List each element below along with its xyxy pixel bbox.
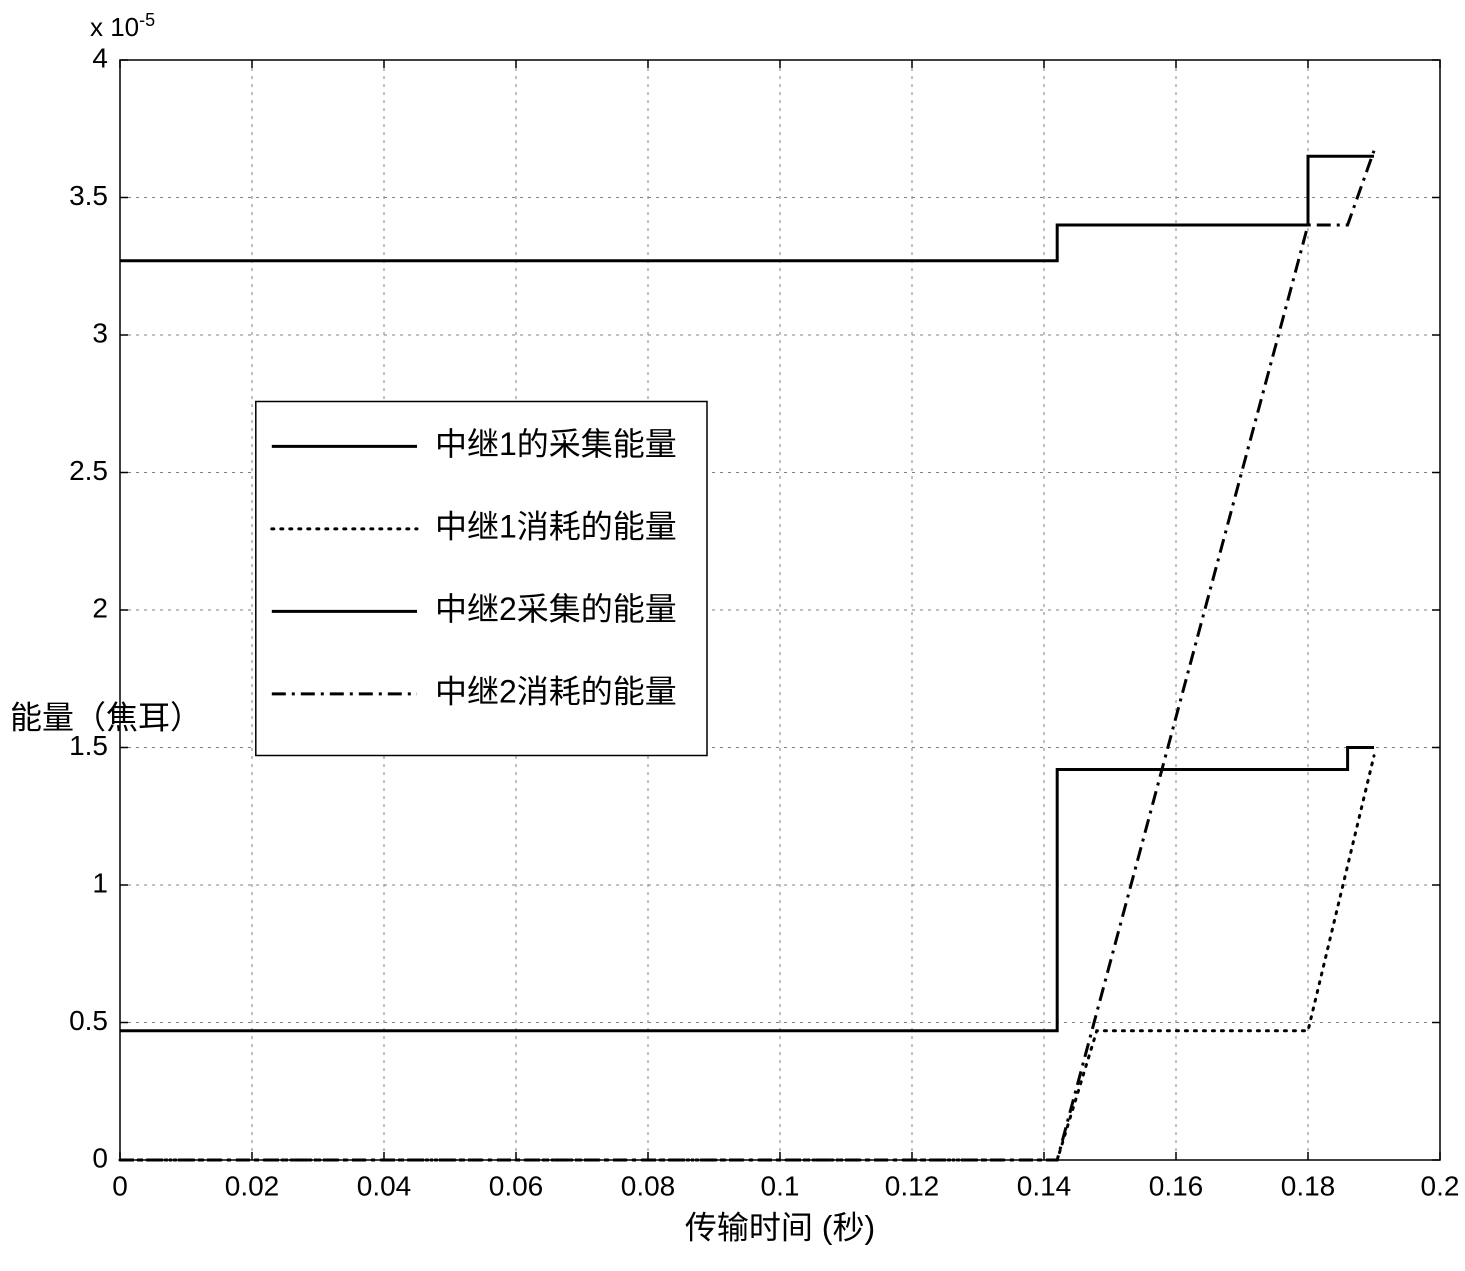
legend: 中继1的采集能量中继1消耗的能量中继2采集的能量中继2消耗的能量 [256, 402, 707, 756]
y-tick-label: 4 [92, 42, 108, 73]
y-tick-label: 2 [92, 592, 108, 623]
y-tick-label: 0.5 [69, 1005, 108, 1036]
y-tick-label: 2.5 [69, 455, 108, 486]
y-axis-title: 能量（焦耳） [10, 699, 202, 735]
x-tick-label: 0.16 [1149, 1170, 1204, 1201]
x-tick-label: 0 [112, 1170, 128, 1201]
x-tick-label: 0.18 [1281, 1170, 1336, 1201]
legend-label-relay1_consume: 中继1消耗的能量 [435, 508, 677, 544]
x-axis-title: 传输时间 (秒) [685, 1209, 875, 1245]
x-tick-label: 0.04 [357, 1170, 412, 1201]
legend-label-relay2_harvest: 中继2采集的能量 [435, 591, 677, 627]
x-tick-label: 0.06 [489, 1170, 544, 1201]
x-tick-label: 0.02 [225, 1170, 280, 1201]
x-tick-label: 0.12 [885, 1170, 940, 1201]
x-tick-label: 0.08 [621, 1170, 676, 1201]
chart-container: 0 0.02 0.04 0.06 0.08 0.1 0.12 0.14 0.16 0.18 0.2 0… [0, 0, 1465, 1271]
legend-label-relay2_consume: 中继2消耗的能量 [435, 673, 677, 709]
x-tick-label: 0.2 [1421, 1170, 1460, 1201]
x-tick-label: 0.1 [761, 1170, 800, 1201]
y-tick-label: 1 [92, 867, 108, 898]
x-tick-label: 0.14 [1017, 1170, 1072, 1201]
y-tick-label: 3.5 [69, 180, 108, 211]
energy-chart: 0 0.02 0.04 0.06 0.08 0.1 0.12 0.14 0.16 0.18 0.2 0… [0, 0, 1465, 1271]
legend-label-relay1_harvest: 中继1的采集能量 [435, 426, 677, 462]
y-tick-label: 0 [92, 1142, 108, 1173]
y-tick-label: 3 [92, 317, 108, 348]
